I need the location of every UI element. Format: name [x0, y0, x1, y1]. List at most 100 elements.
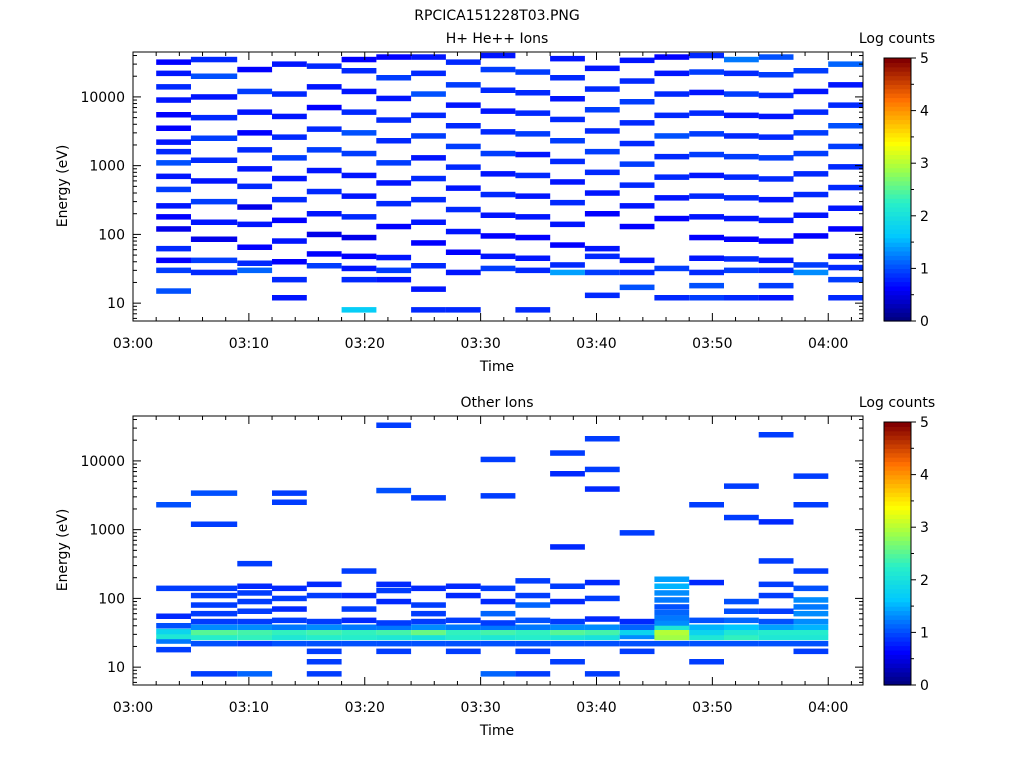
colorbar-segment [884, 185, 911, 191]
heatmap-cell [376, 180, 412, 186]
colorbar-segment [884, 268, 911, 274]
heatmap-cell [619, 284, 655, 291]
colorbar-segment [884, 211, 911, 217]
heatmap-cell [445, 102, 481, 108]
heatmap-cell [445, 228, 481, 235]
heatmap-cell [341, 56, 377, 63]
heatmap-cell [619, 223, 655, 230]
heatmap-cell [689, 579, 724, 586]
heatmap-cell [550, 634, 585, 641]
colorbar-segment [884, 132, 911, 138]
heatmap-cell [411, 640, 446, 647]
heatmap-cell [619, 120, 655, 126]
colorbar-segment [884, 500, 911, 506]
heatmap-cell [515, 193, 551, 199]
heatmap-cell [793, 109, 829, 115]
heatmap-cell [515, 640, 551, 647]
heatmap-cell [793, 618, 829, 625]
heatmap-cell [793, 473, 829, 479]
colorbar-segment [884, 514, 911, 520]
colorbar-segment [884, 549, 911, 555]
heatmap-cell [272, 217, 307, 224]
heatmap-cell [376, 634, 412, 641]
heatmap-cell [654, 215, 690, 222]
heatmap-cell [550, 116, 585, 123]
heatmap-cell [306, 640, 342, 647]
heatmap-cell [724, 483, 759, 489]
heatmap-cell [341, 253, 377, 260]
heatmap-cell [724, 174, 759, 180]
heatmap-cell [828, 276, 863, 283]
heatmap-cell [237, 634, 273, 641]
colorbar-segment [884, 189, 911, 195]
heatmap-cell [272, 295, 307, 301]
heatmap-cell [793, 597, 829, 603]
heatmap-cell [190, 585, 238, 592]
heatmap-cell [584, 640, 620, 647]
colorbar-segment [884, 641, 911, 647]
colorbar-segment [884, 465, 911, 471]
heatmap-cell [376, 200, 412, 207]
heatmap-cell [237, 598, 273, 605]
heatmap-cell [156, 125, 191, 131]
heatmap-cell [237, 88, 273, 95]
heatmap-cell [515, 671, 551, 677]
heatmap-cell [190, 671, 238, 677]
heatmap-cell [156, 112, 191, 118]
heatmap-cell [341, 568, 377, 574]
heatmap-cell [515, 648, 551, 655]
heatmap-cell [550, 544, 585, 550]
heatmap-cell [306, 251, 342, 257]
heatmap-cell [724, 91, 759, 97]
heatmap-cell [480, 212, 516, 218]
heatmap-cell [689, 282, 724, 289]
colorbar-segment [884, 233, 911, 239]
colorbar-segment [884, 492, 911, 498]
heatmap-cell [480, 620, 516, 626]
heatmap-cell [654, 54, 690, 60]
heatmap-cell [237, 204, 273, 210]
heatmap-cell [793, 585, 829, 592]
colorbar-segment [884, 246, 911, 252]
heatmap-cell [724, 267, 759, 274]
colorbar-segment [884, 430, 911, 436]
colorbar-segment [884, 562, 911, 568]
heatmap-cell [584, 436, 620, 442]
heatmap-cell [376, 95, 412, 102]
heatmap-cell [758, 624, 794, 630]
heatmap-cell [306, 211, 342, 217]
heatmap-cell [376, 138, 412, 144]
heatmap-cell [237, 109, 273, 115]
y-axis-label: Energy (eV) [55, 145, 71, 228]
heatmap-cell [515, 234, 551, 241]
x-tick-label: 03:50 [692, 700, 732, 716]
heatmap-cell [550, 75, 585, 81]
heatmap-cell [619, 633, 655, 640]
heatmap-cell [341, 130, 377, 136]
heatmap-cell [237, 267, 273, 274]
heatmap-cell [654, 640, 690, 647]
heatmap-cell [793, 624, 829, 630]
heatmap-cell [445, 59, 481, 65]
heatmap-cell [828, 123, 863, 129]
heatmap-cell [758, 519, 794, 525]
heatmap-cell [793, 568, 829, 574]
heatmap-cell [156, 245, 191, 252]
colorbar-segment [884, 207, 911, 213]
heatmap-cell [306, 659, 342, 665]
heatmap-cell [758, 618, 794, 625]
colorbar-segment [884, 452, 911, 458]
heatmap-cell [306, 104, 342, 111]
heatmap-cell [190, 490, 238, 496]
heatmap-cell [689, 659, 724, 665]
heatmap-cell [654, 133, 690, 139]
heatmap-cell [550, 138, 585, 144]
heatmap-cell [619, 99, 655, 105]
heatmap-cell [445, 583, 481, 589]
heatmap-cell [411, 263, 446, 269]
colorbar-segment [884, 264, 911, 269]
heatmap-cell [445, 648, 481, 655]
heatmap-cell [341, 307, 377, 313]
heatmap-cell [480, 598, 516, 605]
heatmap-cell [724, 153, 759, 160]
